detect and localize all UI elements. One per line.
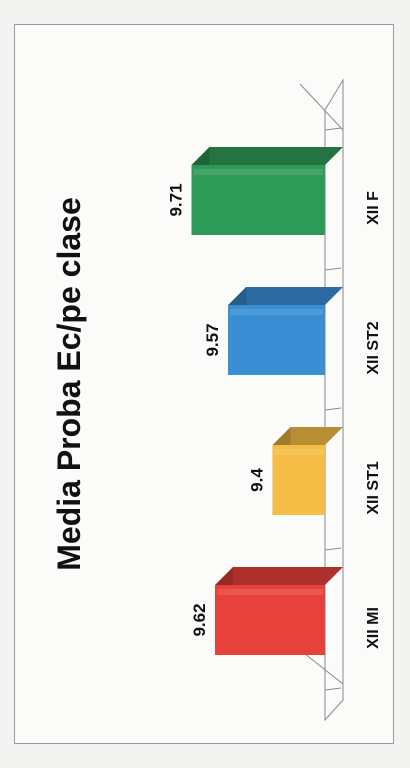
bar-front-face	[191, 165, 325, 235]
bar-highlight	[230, 309, 323, 315]
bar-front-face	[272, 445, 325, 515]
bar-xii-mi	[215, 567, 343, 655]
bar-front-face	[228, 305, 325, 375]
data-label: 9.71	[167, 183, 186, 216]
bar-top-face	[228, 287, 343, 305]
bar-top-face	[191, 147, 343, 165]
floor-top-edge	[299, 83, 344, 131]
data-label: 9.62	[190, 603, 209, 636]
bar-highlight	[217, 589, 323, 595]
category-label: XII F	[365, 191, 382, 225]
category-label: XII ST2	[365, 321, 382, 374]
category-tick	[324, 407, 342, 411]
bar-xii-f	[191, 147, 343, 235]
bar-top-face	[215, 567, 343, 585]
chart-frame	[14, 24, 394, 744]
bar-highlight	[193, 169, 323, 175]
data-label: 9.57	[203, 323, 222, 356]
labels-group: Media Proba Ec/pe clase 9.62 XII MI 9.4 XII…	[51, 183, 382, 648]
floor-outline	[324, 78, 344, 722]
data-label: 9.4	[248, 468, 267, 492]
category-tick	[324, 127, 342, 131]
category-tick	[324, 547, 342, 551]
bar-highlight	[274, 449, 323, 455]
bars-group	[191, 147, 343, 655]
category-tick	[324, 687, 342, 691]
category-label: XII MI	[365, 607, 382, 649]
category-tick	[324, 267, 342, 271]
category-label: XII ST1	[365, 461, 382, 514]
floor-bottom-edge	[299, 649, 344, 685]
bar-xii-st2	[228, 287, 343, 375]
chart-title: Media Proba Ec/pe clase	[51, 197, 87, 571]
chart-floor	[299, 78, 344, 722]
bar-front-face	[215, 585, 325, 655]
bar-xii-st1	[272, 427, 343, 515]
